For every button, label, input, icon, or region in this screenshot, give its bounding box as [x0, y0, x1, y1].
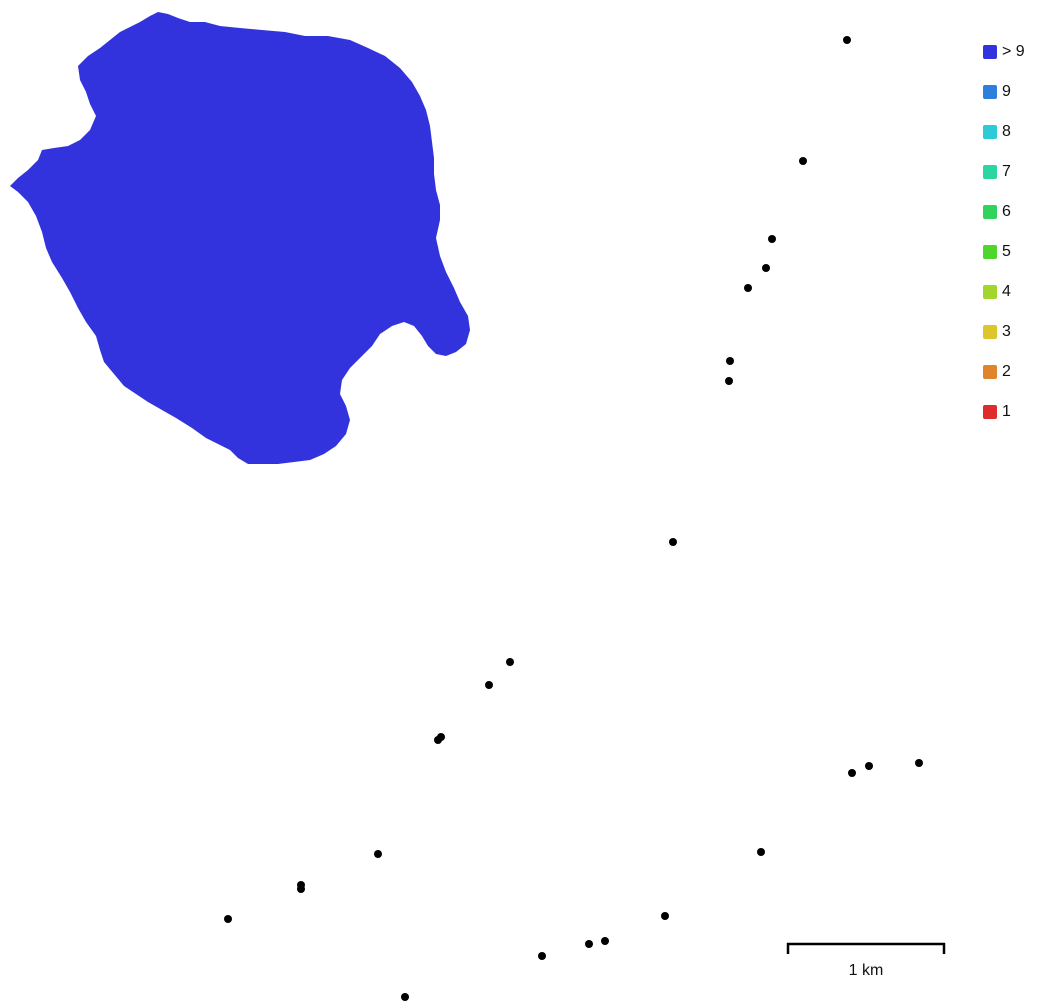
- legend-item: 9: [983, 72, 1039, 112]
- legend-label: 4: [1002, 283, 1011, 300]
- legend-label: 5: [1002, 243, 1011, 260]
- gcp-marker: [374, 850, 382, 858]
- legend-item: 7: [983, 152, 1039, 192]
- gcp-marker: [585, 940, 593, 948]
- gcp-markers: [224, 36, 923, 1001]
- legend-item: 6: [983, 192, 1039, 232]
- legend-swatch: [983, 285, 997, 299]
- legend-label: 9: [1002, 83, 1011, 100]
- gcp-marker: [601, 937, 609, 945]
- legend-label: 6: [1002, 203, 1011, 220]
- gcp-marker: [725, 377, 733, 385]
- legend-item: > 9: [983, 32, 1039, 72]
- legend-label: 8: [1002, 123, 1011, 140]
- gcp-marker: [799, 157, 807, 165]
- legend-item: 1: [983, 392, 1039, 432]
- legend-swatch: [983, 325, 997, 339]
- gcp-marker: [757, 848, 765, 856]
- gcp-marker: [848, 769, 856, 777]
- gcp-marker: [726, 357, 734, 365]
- legend-item: 8: [983, 112, 1039, 152]
- legend-label: 2: [1002, 363, 1011, 380]
- gcp-marker: [843, 36, 851, 44]
- legend-label: > 9: [1002, 43, 1025, 60]
- gcp-marker: [669, 538, 677, 546]
- gcp-marker: [661, 912, 669, 920]
- legend-swatch: [983, 45, 997, 59]
- scale-bar-label: 1 km: [848, 962, 884, 979]
- gcp-marker: [538, 952, 546, 960]
- legend-label: 1: [1002, 403, 1011, 420]
- legend-swatch: [983, 205, 997, 219]
- scale-bar: [786, 942, 946, 954]
- legend-swatch: [983, 245, 997, 259]
- gcp-marker: [224, 915, 232, 923]
- legend-swatch: [983, 85, 997, 99]
- gcp-marker: [297, 885, 305, 893]
- legend-item: 3: [983, 312, 1039, 352]
- gcp-marker: [401, 993, 409, 1001]
- gcp-marker: [744, 284, 752, 292]
- gcp-marker: [762, 264, 770, 272]
- legend-item: 4: [983, 272, 1039, 312]
- legend-item: 5: [983, 232, 1039, 272]
- legend-swatch: [983, 125, 997, 139]
- gcp-marker: [485, 681, 493, 689]
- legend-label: 3: [1002, 323, 1011, 340]
- legend-swatch: [983, 405, 997, 419]
- legend-swatch: [983, 365, 997, 379]
- legend-label: 7: [1002, 163, 1011, 180]
- legend: > 9 9 8 7 6 5 4 3 2 1: [983, 32, 1039, 432]
- legend-swatch: [983, 165, 997, 179]
- legend-item: 2: [983, 352, 1039, 392]
- gcp-marker: [506, 658, 514, 666]
- gcp-marker: [434, 736, 442, 744]
- gcp-marker: [915, 759, 923, 767]
- gcp-marker: [768, 235, 776, 243]
- overlap-coverage-area: [10, 12, 470, 464]
- gcp-marker: [865, 762, 873, 770]
